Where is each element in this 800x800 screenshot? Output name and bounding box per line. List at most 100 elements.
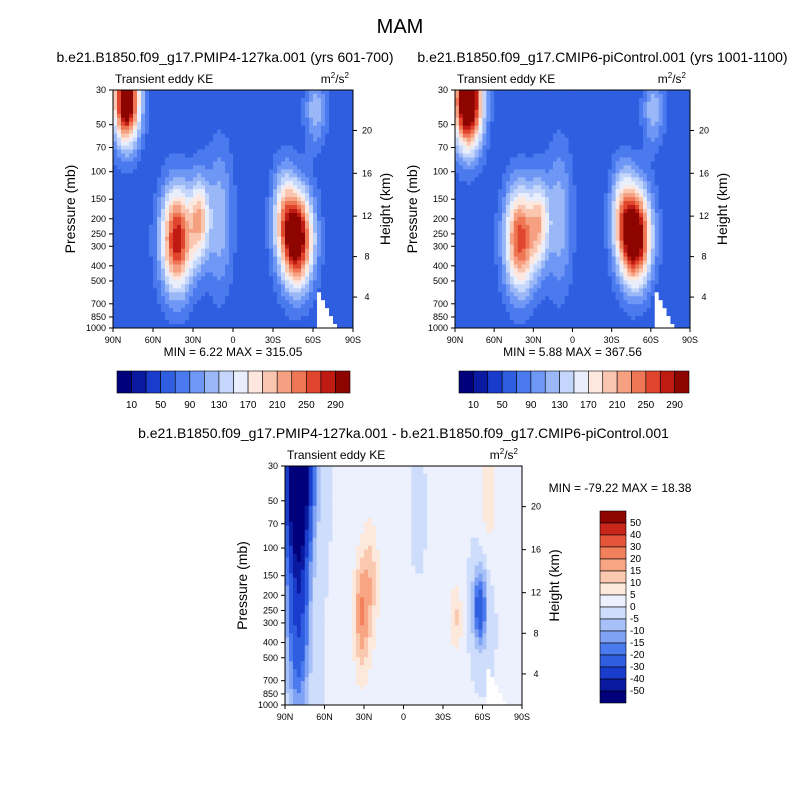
heatmap-cell <box>349 216 354 222</box>
heatmap-cell <box>141 288 146 293</box>
heatmap-cell <box>658 121 663 127</box>
heatmap-cell <box>241 109 246 115</box>
heatmap-cell <box>117 90 122 95</box>
heatmap-cell <box>301 312 306 317</box>
heatmap-cell <box>121 308 126 313</box>
heatmap-cell <box>277 276 282 281</box>
heatmap-cell <box>145 137 150 142</box>
heatmap-cell <box>121 145 126 150</box>
heatmap-cell <box>686 165 691 170</box>
heatmap-cell <box>289 133 294 138</box>
heatmap-cell <box>301 300 306 305</box>
heatmap-cell <box>341 316 346 321</box>
heatmap-cell <box>611 173 616 178</box>
heatmap-cell <box>285 280 290 285</box>
heatmap-cell <box>682 113 687 119</box>
heatmap-cell <box>513 117 519 123</box>
heatmap-cell <box>345 161 350 166</box>
heatmap-cell <box>325 193 330 198</box>
heatmap-cell <box>141 90 146 95</box>
heatmap-cell <box>165 216 170 222</box>
heatmap-cell <box>596 173 601 178</box>
heatmap-cell <box>576 145 581 150</box>
heatmap-cell <box>321 308 326 313</box>
heatmap-cell <box>349 197 354 202</box>
heatmap-cell <box>333 157 338 162</box>
heatmap-cell <box>321 228 326 234</box>
heatmap-cell <box>233 209 238 214</box>
heatmap-cell <box>289 173 294 178</box>
heatmap-cell <box>165 141 170 146</box>
heatmap-cell <box>289 113 294 119</box>
heatmap-cell <box>329 280 334 285</box>
heatmap-cell <box>153 212 158 218</box>
heatmap-cell <box>157 137 162 142</box>
heatmap-cell <box>329 312 334 317</box>
heatmap-cell <box>509 105 515 111</box>
heatmap-cell <box>568 133 573 138</box>
heatmap-cell <box>181 264 186 269</box>
heatmap-cell <box>193 193 198 198</box>
heatmap-cell <box>592 109 597 115</box>
heatmap-cell <box>293 312 298 317</box>
heatmap-cell <box>568 145 573 150</box>
heatmap-cell <box>149 105 154 111</box>
heatmap-cell <box>229 232 234 238</box>
heatmap-cell <box>145 133 150 138</box>
heatmap-cell <box>349 205 354 210</box>
heatmap-cell <box>229 161 234 166</box>
heatmap-cell <box>650 109 656 115</box>
heatmap-cell <box>121 201 126 206</box>
heatmap-cell <box>133 260 138 265</box>
heatmap-cell <box>639 165 644 170</box>
heatmap-cell <box>205 324 210 329</box>
heatmap-cell <box>277 268 282 273</box>
heatmap-cell <box>345 264 350 269</box>
heatmap-cell <box>213 292 218 297</box>
heatmap-cell <box>325 240 330 246</box>
heatmap-cell <box>596 137 601 142</box>
heatmap-cell <box>341 280 346 285</box>
heatmap-cell <box>157 145 162 150</box>
heatmap-cell <box>265 121 270 127</box>
heatmap-cell <box>470 141 475 146</box>
heatmap-cell <box>265 292 270 297</box>
heatmap-cell <box>233 260 238 265</box>
heatmap-cell <box>596 113 601 119</box>
heatmap-cell <box>580 149 585 154</box>
heatmap-cell <box>297 209 302 214</box>
heatmap-cell <box>478 90 483 95</box>
heatmap-cell <box>615 113 620 119</box>
heatmap-cell <box>245 256 250 261</box>
heatmap-cell <box>233 93 238 99</box>
heatmap-cell <box>490 165 495 170</box>
heatmap-cell <box>177 165 182 170</box>
heatmap-cell <box>521 97 526 103</box>
heatmap-cell <box>486 97 491 103</box>
heatmap-cell <box>225 224 230 230</box>
heatmap-cell <box>631 105 636 111</box>
heatmap-cell <box>161 276 166 281</box>
heatmap-cell <box>329 248 334 254</box>
heatmap-cell <box>265 268 270 273</box>
heatmap-cell <box>281 296 286 301</box>
heatmap-cell <box>133 296 138 301</box>
heatmap-cell <box>494 125 499 131</box>
heatmap-cell <box>265 137 270 142</box>
heatmap-cell <box>141 276 146 281</box>
heatmap-cell <box>173 324 178 329</box>
heatmap-cell <box>345 276 350 281</box>
heatmap-cell <box>337 300 342 305</box>
heatmap-cell <box>572 113 577 119</box>
heatmap-cell <box>249 292 254 297</box>
heatmap-cell <box>221 256 226 261</box>
heatmap-cell <box>635 149 640 154</box>
heatmap-cell <box>305 153 310 158</box>
heatmap-cell <box>153 197 158 202</box>
heatmap-cell <box>157 324 162 329</box>
heatmap-cell <box>161 308 166 313</box>
heatmap-cell <box>576 121 581 127</box>
heatmap-cell <box>666 113 671 119</box>
heatmap-cell <box>217 145 222 150</box>
y-axis-title: Pressure (mb) <box>62 165 78 254</box>
